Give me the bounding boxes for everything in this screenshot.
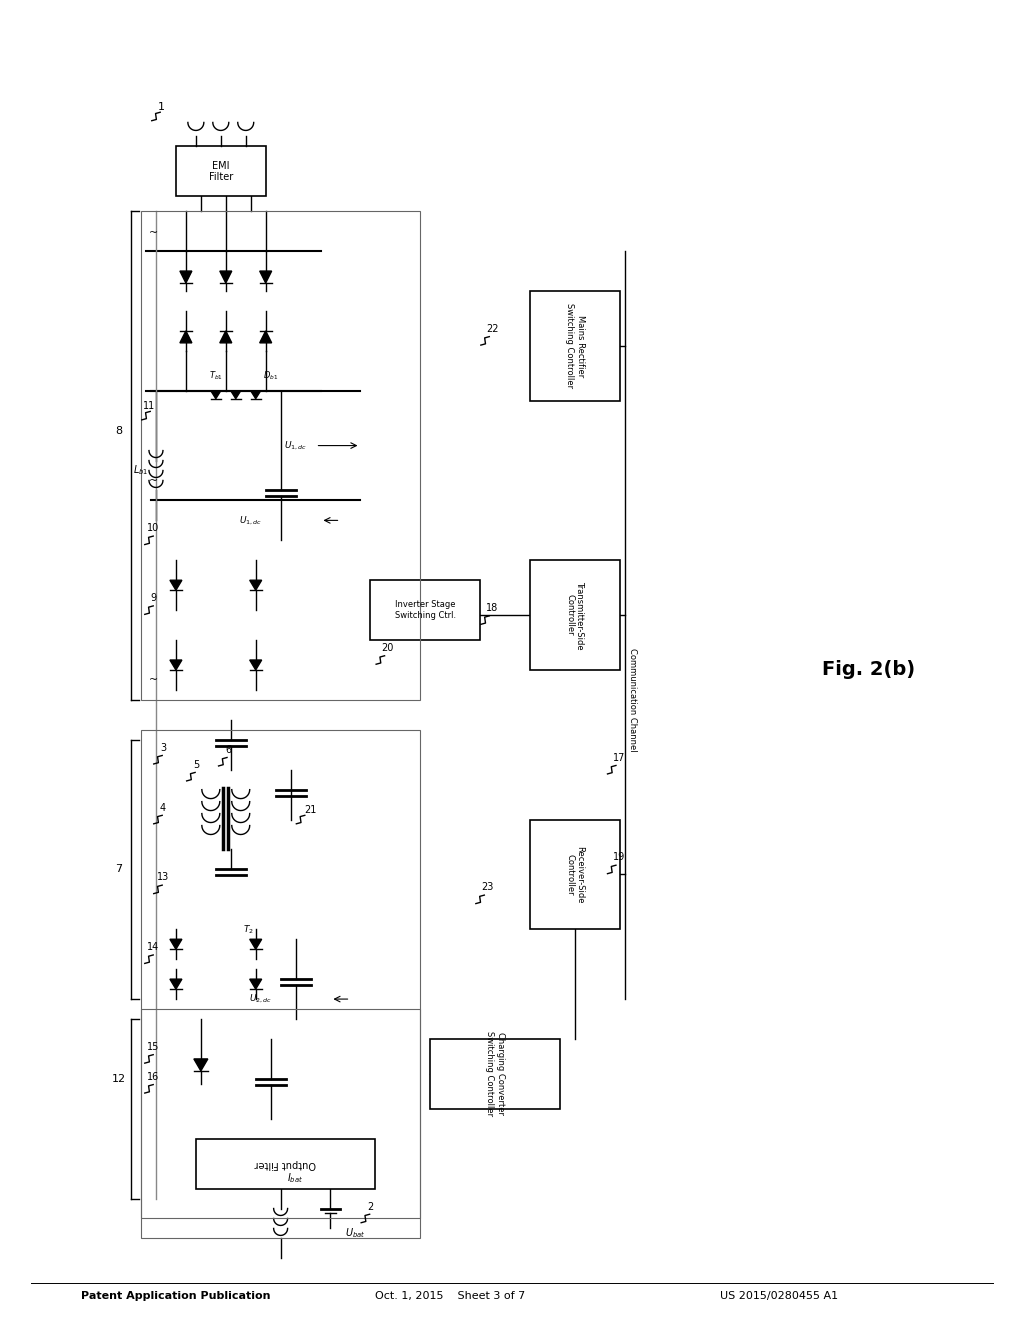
Text: $L_{b1}$: $L_{b1}$ <box>133 463 148 478</box>
Text: 19: 19 <box>612 853 625 862</box>
Polygon shape <box>170 940 182 949</box>
Bar <box>141 1008 420 1238</box>
Text: 21: 21 <box>304 805 316 814</box>
Text: 4: 4 <box>160 803 166 813</box>
Polygon shape <box>194 1059 208 1071</box>
Polygon shape <box>250 979 262 989</box>
Text: $U_{bat}$: $U_{bat}$ <box>345 1226 366 1241</box>
Polygon shape <box>220 271 231 282</box>
Text: 10: 10 <box>146 523 159 533</box>
Polygon shape <box>250 940 262 949</box>
Text: 12: 12 <box>112 1074 126 1084</box>
Text: 9: 9 <box>150 593 156 603</box>
Text: 13: 13 <box>157 873 169 882</box>
Polygon shape <box>220 331 231 343</box>
Bar <box>176 147 265 197</box>
Polygon shape <box>180 271 191 282</box>
Text: 23: 23 <box>481 882 494 892</box>
Text: Output Filter: Output Filter <box>255 1159 316 1168</box>
Text: Fig. 2(b): Fig. 2(b) <box>822 660 915 680</box>
Bar <box>141 730 420 1218</box>
Text: 14: 14 <box>146 942 159 952</box>
Bar <box>530 820 620 929</box>
Text: 1: 1 <box>158 102 165 111</box>
Polygon shape <box>250 581 262 590</box>
Text: Communication Channel: Communication Channel <box>628 648 637 751</box>
Text: $D_{b1}$: $D_{b1}$ <box>263 370 279 381</box>
Text: 18: 18 <box>486 603 499 614</box>
Text: 11: 11 <box>143 401 155 411</box>
Text: EMI
Filter: EMI Filter <box>209 161 232 182</box>
Bar <box>530 290 620 401</box>
Polygon shape <box>211 391 221 399</box>
Text: Transmitter-Side
Controller: Transmitter-Side Controller <box>565 581 585 649</box>
Text: 8: 8 <box>116 425 123 436</box>
Text: $T_{b1}$: $T_{b1}$ <box>209 370 223 381</box>
Text: $U_{2,dc}$: $U_{2,dc}$ <box>249 993 272 1006</box>
Polygon shape <box>170 979 182 989</box>
Text: Mains Rectifier
Switching Controller: Mains Rectifier Switching Controller <box>565 304 585 388</box>
Text: ~: ~ <box>150 228 159 238</box>
Polygon shape <box>170 660 182 671</box>
Bar <box>196 1139 376 1188</box>
Text: 2: 2 <box>368 1201 374 1212</box>
Text: $T_2$: $T_2$ <box>244 923 254 936</box>
Text: $U_{1,dc}$: $U_{1,dc}$ <box>284 440 307 451</box>
Text: 22: 22 <box>485 323 499 334</box>
Text: $U_{1,dc}$: $U_{1,dc}$ <box>239 515 262 527</box>
Text: Oct. 1, 2015    Sheet 3 of 7: Oct. 1, 2015 Sheet 3 of 7 <box>375 1291 525 1302</box>
Text: 15: 15 <box>146 1041 159 1052</box>
Bar <box>430 1039 560 1109</box>
Text: Charging Converter
Switching Controller: Charging Converter Switching Controller <box>485 1031 505 1117</box>
Text: Receiver-Side
Controller: Receiver-Side Controller <box>565 846 585 903</box>
Polygon shape <box>180 331 191 343</box>
Text: ~: ~ <box>150 475 159 486</box>
Polygon shape <box>170 581 182 590</box>
Text: 5: 5 <box>193 760 199 770</box>
Text: 16: 16 <box>146 1072 159 1082</box>
Bar <box>371 581 480 640</box>
Text: $I_{bat}$: $I_{bat}$ <box>288 1172 304 1185</box>
Text: 6: 6 <box>225 744 231 755</box>
Text: 20: 20 <box>381 643 393 653</box>
Bar <box>530 560 620 671</box>
Text: 17: 17 <box>612 752 625 763</box>
Text: Inverter Stage
Switching Ctrl.: Inverter Stage Switching Ctrl. <box>394 601 456 620</box>
Polygon shape <box>260 271 271 282</box>
Bar <box>141 211 420 700</box>
Text: 7: 7 <box>116 865 123 874</box>
Polygon shape <box>230 391 241 399</box>
Text: 3: 3 <box>160 743 166 752</box>
Polygon shape <box>251 391 261 399</box>
Text: US 2015/0280455 A1: US 2015/0280455 A1 <box>720 1291 839 1302</box>
Text: ~: ~ <box>150 675 159 685</box>
Text: Patent Application Publication: Patent Application Publication <box>81 1291 270 1302</box>
Polygon shape <box>260 331 271 343</box>
Polygon shape <box>250 660 262 671</box>
